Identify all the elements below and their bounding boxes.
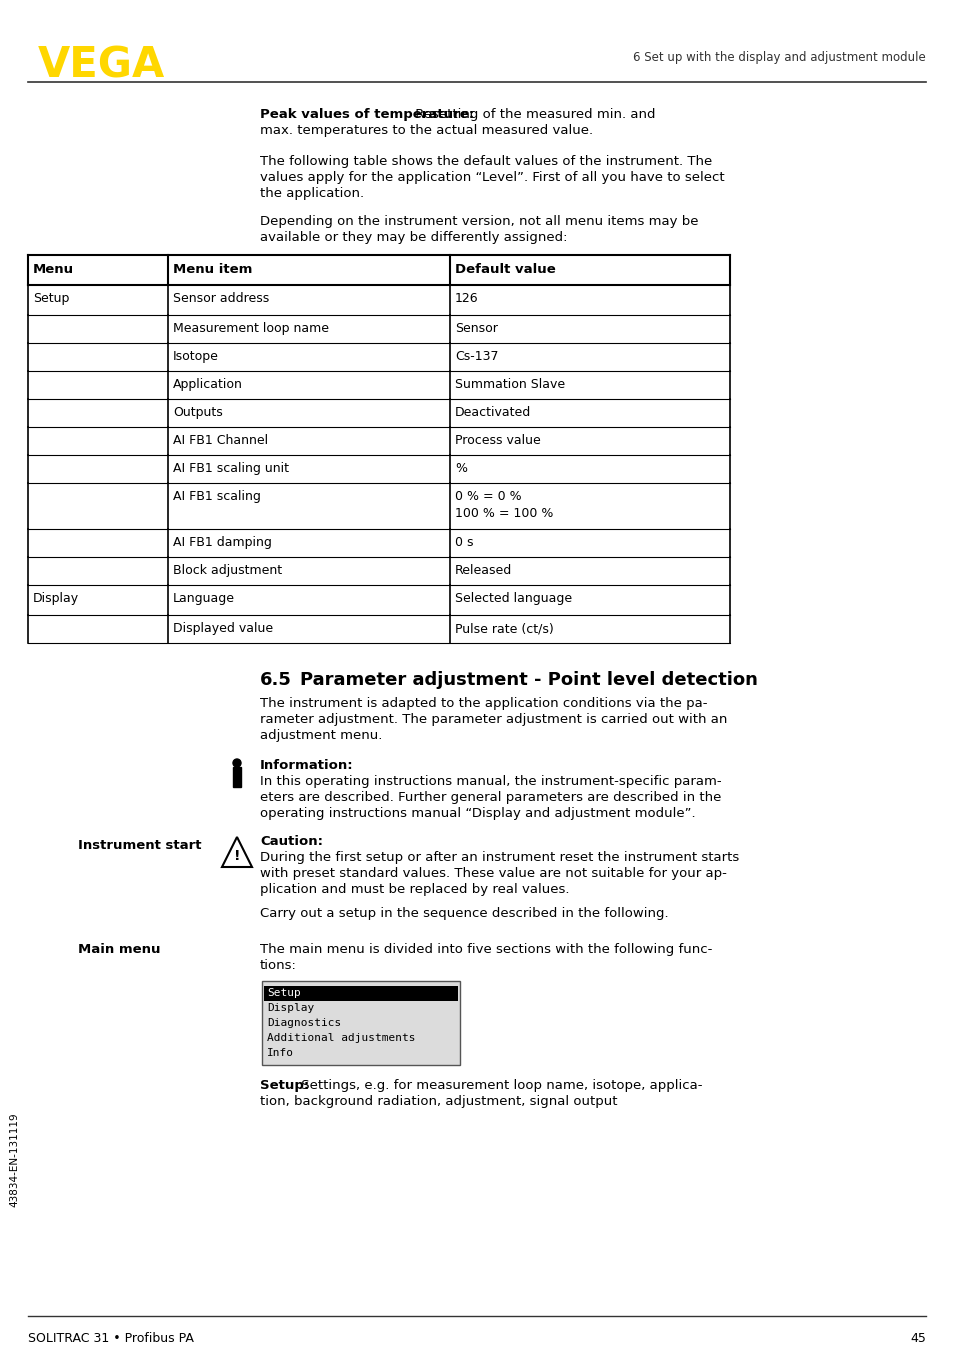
Text: available or they may be differently assigned:: available or they may be differently ass… xyxy=(260,232,567,244)
Text: Caution:: Caution: xyxy=(260,835,323,848)
Circle shape xyxy=(233,760,241,766)
Text: Deactivated: Deactivated xyxy=(455,406,531,418)
Text: Setup: Setup xyxy=(33,292,70,305)
Text: Displayed value: Displayed value xyxy=(172,621,273,635)
Text: Instrument start: Instrument start xyxy=(78,839,201,852)
Text: Display: Display xyxy=(33,592,79,605)
Text: the application.: the application. xyxy=(260,187,364,200)
Text: Setup:: Setup: xyxy=(260,1079,309,1091)
Bar xyxy=(262,982,459,1066)
Text: max. temperatures to the actual measured value.: max. temperatures to the actual measured… xyxy=(260,125,593,137)
Text: Outputs: Outputs xyxy=(172,406,222,418)
Text: Resetting of the measured min. and: Resetting of the measured min. and xyxy=(411,108,655,121)
Text: AI FB1 scaling unit: AI FB1 scaling unit xyxy=(172,462,289,475)
Text: Setup: Setup xyxy=(267,988,300,998)
Text: values apply for the application “Level”. First of all you have to select: values apply for the application “Level”… xyxy=(260,171,724,184)
Text: 100 % = 100 %: 100 % = 100 % xyxy=(455,506,553,520)
Text: 126: 126 xyxy=(455,292,478,305)
Text: SOLITRAC 31 • Profibus PA: SOLITRAC 31 • Profibus PA xyxy=(28,1332,193,1345)
Text: The instrument is adapted to the application conditions via the pa-: The instrument is adapted to the applica… xyxy=(260,697,707,709)
Text: The main menu is divided into five sections with the following func-: The main menu is divided into five secti… xyxy=(260,942,712,956)
Text: 0 s: 0 s xyxy=(455,536,473,548)
Text: Display: Display xyxy=(267,1003,314,1013)
Text: Selected language: Selected language xyxy=(455,592,572,605)
Text: Info: Info xyxy=(267,1048,294,1057)
Text: Measurement loop name: Measurement loop name xyxy=(172,322,329,334)
Text: Language: Language xyxy=(172,592,234,605)
Bar xyxy=(264,986,457,1001)
Text: 6.5: 6.5 xyxy=(260,672,292,689)
Text: Depending on the instrument version, not all menu items may be: Depending on the instrument version, not… xyxy=(260,215,698,227)
Text: Application: Application xyxy=(172,378,243,391)
Text: eters are described. Further general parameters are described in the: eters are described. Further general par… xyxy=(260,791,720,804)
Text: 43834-EN-131119: 43834-EN-131119 xyxy=(9,1113,19,1208)
Text: adjustment menu.: adjustment menu. xyxy=(260,728,382,742)
Text: Additional adjustments: Additional adjustments xyxy=(267,1033,416,1043)
Text: VEGA: VEGA xyxy=(38,43,165,87)
Text: %: % xyxy=(455,462,467,475)
Text: 0 % = 0 %: 0 % = 0 % xyxy=(455,490,521,502)
Text: Sensor address: Sensor address xyxy=(172,292,269,305)
Text: Cs-137: Cs-137 xyxy=(455,349,498,363)
Text: 6 Set up with the display and adjustment module: 6 Set up with the display and adjustment… xyxy=(633,51,925,65)
Bar xyxy=(233,766,241,787)
Text: AI FB1 scaling: AI FB1 scaling xyxy=(172,490,260,502)
Text: Carry out a setup in the sequence described in the following.: Carry out a setup in the sequence descri… xyxy=(260,907,668,919)
Text: Released: Released xyxy=(455,565,512,577)
Text: operating instructions manual “Display and adjustment module”.: operating instructions manual “Display a… xyxy=(260,807,695,821)
Text: Block adjustment: Block adjustment xyxy=(172,565,282,577)
Text: 45: 45 xyxy=(909,1332,925,1345)
Text: In this operating instructions manual, the instrument-specific param-: In this operating instructions manual, t… xyxy=(260,774,720,788)
Text: During the first setup or after an instrument reset the instrument starts: During the first setup or after an instr… xyxy=(260,852,739,864)
Text: tion, background radiation, adjustment, signal output: tion, background radiation, adjustment, … xyxy=(260,1095,617,1108)
Text: Settings, e.g. for measurement loop name, isotope, applica-: Settings, e.g. for measurement loop name… xyxy=(296,1079,701,1091)
Text: Menu item: Menu item xyxy=(172,263,253,276)
Text: Summation Slave: Summation Slave xyxy=(455,378,564,391)
Text: Diagnostics: Diagnostics xyxy=(267,1018,341,1028)
Text: with preset standard values. These value are not suitable for your ap-: with preset standard values. These value… xyxy=(260,867,726,880)
Text: AI FB1 Channel: AI FB1 Channel xyxy=(172,435,268,447)
Text: The following table shows the default values of the instrument. The: The following table shows the default va… xyxy=(260,154,712,168)
Text: Process value: Process value xyxy=(455,435,540,447)
Text: tions:: tions: xyxy=(260,959,296,972)
Text: Peak values of temperature:: Peak values of temperature: xyxy=(260,108,474,121)
Text: !: ! xyxy=(233,849,240,862)
Text: rameter adjustment. The parameter adjustment is carried out with an: rameter adjustment. The parameter adjust… xyxy=(260,714,726,726)
Text: Main menu: Main menu xyxy=(78,942,160,956)
Text: Pulse rate (ct/s): Pulse rate (ct/s) xyxy=(455,621,553,635)
Text: Parameter adjustment - Point level detection: Parameter adjustment - Point level detec… xyxy=(299,672,757,689)
Text: plication and must be replaced by real values.: plication and must be replaced by real v… xyxy=(260,883,569,896)
Text: Default value: Default value xyxy=(455,263,556,276)
Text: Sensor: Sensor xyxy=(455,322,497,334)
Text: AI FB1 damping: AI FB1 damping xyxy=(172,536,272,548)
Text: Information:: Information: xyxy=(260,760,354,772)
Text: Isotope: Isotope xyxy=(172,349,218,363)
Text: Menu: Menu xyxy=(33,263,74,276)
